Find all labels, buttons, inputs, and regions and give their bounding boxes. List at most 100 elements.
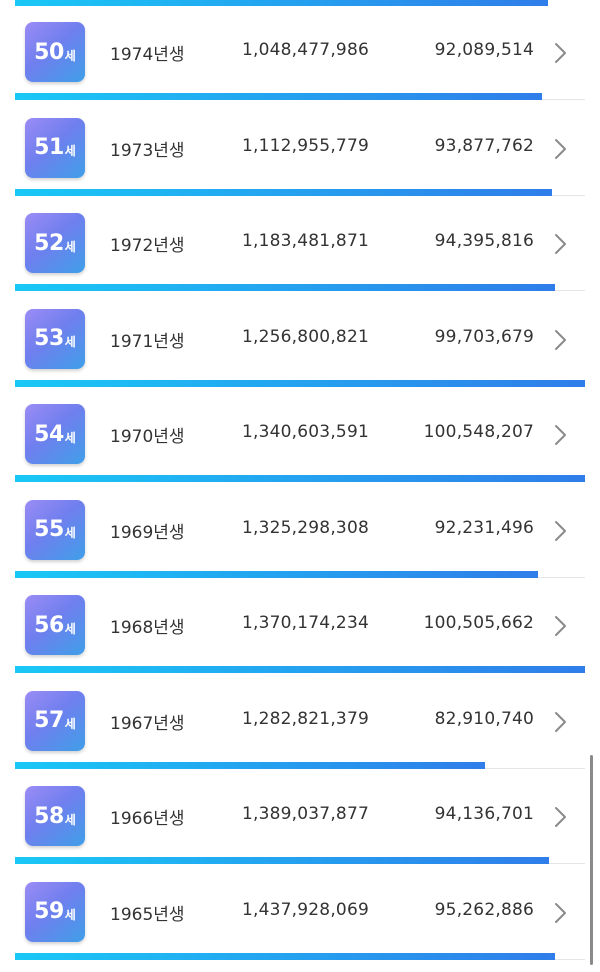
chevron-right-icon[interactable] — [552, 423, 570, 447]
amount-bar — [15, 284, 555, 291]
amount-value: 100,548,207 — [423, 422, 534, 442]
list-item[interactable]: 54 세 1970년생 1,340,603,591 100,548,207 — [0, 385, 600, 482]
chevron-right-icon[interactable] — [552, 232, 570, 256]
list-item[interactable]: 59 세 1965년생 1,437,928,069 95,262,886 — [0, 863, 600, 960]
total-value: 1,340,603,591 — [242, 422, 369, 442]
amount-value: 95,262,886 — [434, 899, 534, 920]
age-unit: 세 — [64, 430, 76, 445]
birth-suffix: 년생 — [153, 904, 185, 925]
list-item[interactable]: 58 세 1966년생 1,389,037,877 94,136,701 — [0, 767, 600, 864]
birth-suffix: 년생 — [153, 427, 185, 447]
total-value: 1,048,477,986 — [242, 40, 369, 60]
birth-year-label: 1971년생 — [110, 327, 185, 352]
amount-value: 92,089,514 — [434, 40, 534, 60]
amount-bar — [15, 666, 585, 673]
age-unit: 세 — [64, 335, 76, 349]
list-item[interactable]: 55 세 1969년생 1,325,298,308 92,231,496 — [0, 481, 600, 578]
age-value: 53 — [34, 326, 64, 351]
chevron-right-icon[interactable] — [552, 328, 570, 352]
age-value: 51 — [34, 135, 64, 160]
age-unit: 세 — [64, 717, 76, 731]
amount-bar — [15, 93, 543, 100]
age-badge: 57 세 — [25, 690, 85, 751]
list-item[interactable]: 50 세 1974년생 1,048,477,986 92,089,514 — [0, 3, 600, 100]
birth-year-label: 1974년생 — [110, 40, 185, 65]
list-item[interactable]: 52 세 1972년생 1,183,481,871 94,395,816 — [0, 194, 600, 291]
list-item[interactable]: 57 세 1967년생 1,282,821,379 82,910,740 — [0, 672, 600, 769]
age-unit: 세 — [64, 621, 76, 636]
age-value: 52 — [34, 230, 64, 256]
chevron-right-icon[interactable] — [552, 41, 570, 65]
birth-year: 1970 — [110, 427, 154, 447]
chevron-right-icon[interactable] — [552, 137, 570, 161]
birth-year-label: 1969년생 — [110, 518, 185, 543]
amount-value: 93,877,762 — [434, 135, 534, 156]
amount-bar — [15, 952, 555, 960]
age-unit: 세 — [64, 144, 76, 158]
total-value: 1,437,928,069 — [242, 899, 369, 920]
birth-suffix: 년생 — [153, 140, 185, 161]
total-value: 1,112,955,779 — [242, 135, 369, 156]
birth-year-label: 1965년생 — [110, 900, 185, 925]
age-badge: 54 세 — [25, 404, 85, 464]
scrollbar[interactable] — [590, 755, 593, 965]
chevron-right-icon[interactable] — [552, 710, 570, 734]
birth-year-label: 1966년생 — [110, 804, 185, 829]
age-value: 50 — [34, 39, 64, 65]
previous-row-bar — [15, 0, 548, 6]
total-value: 1,183,481,871 — [242, 231, 369, 251]
amount-bar — [15, 379, 585, 387]
amount-value: 100,505,662 — [423, 613, 534, 633]
age-unit: 세 — [64, 812, 76, 827]
age-value: 58 — [34, 803, 64, 829]
total-value: 1,282,821,379 — [242, 708, 369, 729]
age-value: 56 — [34, 612, 64, 638]
age-badge: 59 세 — [25, 881, 85, 942]
birth-year: 1965 — [110, 904, 154, 925]
list-item[interactable]: 51 세 1973년생 1,112,955,779 93,877,762 — [0, 99, 600, 196]
birth-suffix: 년생 — [153, 713, 185, 734]
chevron-right-icon[interactable] — [552, 901, 570, 925]
age-badge: 55 세 — [25, 499, 85, 560]
birth-year: 1974 — [110, 45, 154, 65]
list-item[interactable]: 53 세 1971년생 1,256,800,821 99,703,679 — [0, 290, 600, 387]
birth-year-label: 1967년생 — [110, 709, 185, 734]
total-value: 1,325,298,308 — [242, 517, 369, 538]
chevron-right-icon[interactable] — [552, 519, 570, 543]
amount-value: 82,910,740 — [434, 708, 534, 729]
age-badge: 51 세 — [25, 117, 85, 178]
amount-value: 94,395,816 — [434, 231, 534, 251]
age-badge: 50 세 — [25, 22, 85, 82]
birth-suffix: 년생 — [153, 45, 185, 65]
birth-year: 1968 — [110, 618, 154, 638]
age-value: 55 — [34, 517, 64, 542]
total-value: 1,370,174,234 — [242, 613, 369, 633]
birth-year: 1969 — [110, 522, 154, 543]
birth-year-label: 1970년생 — [110, 422, 185, 447]
birth-suffix: 년생 — [153, 809, 185, 829]
birth-year: 1966 — [110, 809, 154, 829]
age-badge: 56 세 — [25, 595, 85, 655]
amount-bar — [15, 761, 485, 769]
amount-value: 92,231,496 — [434, 517, 534, 538]
birth-year-label: 1968년생 — [110, 613, 185, 638]
age-value: 54 — [34, 421, 64, 447]
amount-bar — [15, 475, 585, 482]
birth-year: 1972 — [110, 236, 154, 256]
age-badge: 53 세 — [25, 308, 85, 369]
age-value: 59 — [34, 899, 64, 924]
amount-bar — [15, 857, 549, 864]
amount-value: 94,136,701 — [434, 804, 534, 824]
birth-suffix: 년생 — [153, 236, 185, 256]
age-badge: 52 세 — [25, 213, 85, 273]
amount-value: 99,703,679 — [434, 326, 534, 347]
age-badge: 58 세 — [25, 786, 85, 846]
chevron-right-icon[interactable] — [552, 614, 570, 638]
amount-bar — [15, 188, 552, 196]
birth-year-label: 1972년생 — [110, 231, 185, 256]
age-unit: 세 — [64, 526, 76, 540]
chevron-right-icon[interactable] — [552, 805, 570, 829]
birth-year: 1973 — [110, 140, 154, 161]
list-item[interactable]: 56 세 1968년생 1,370,174,234 100,505,662 — [0, 576, 600, 673]
age-unit: 세 — [64, 239, 76, 254]
